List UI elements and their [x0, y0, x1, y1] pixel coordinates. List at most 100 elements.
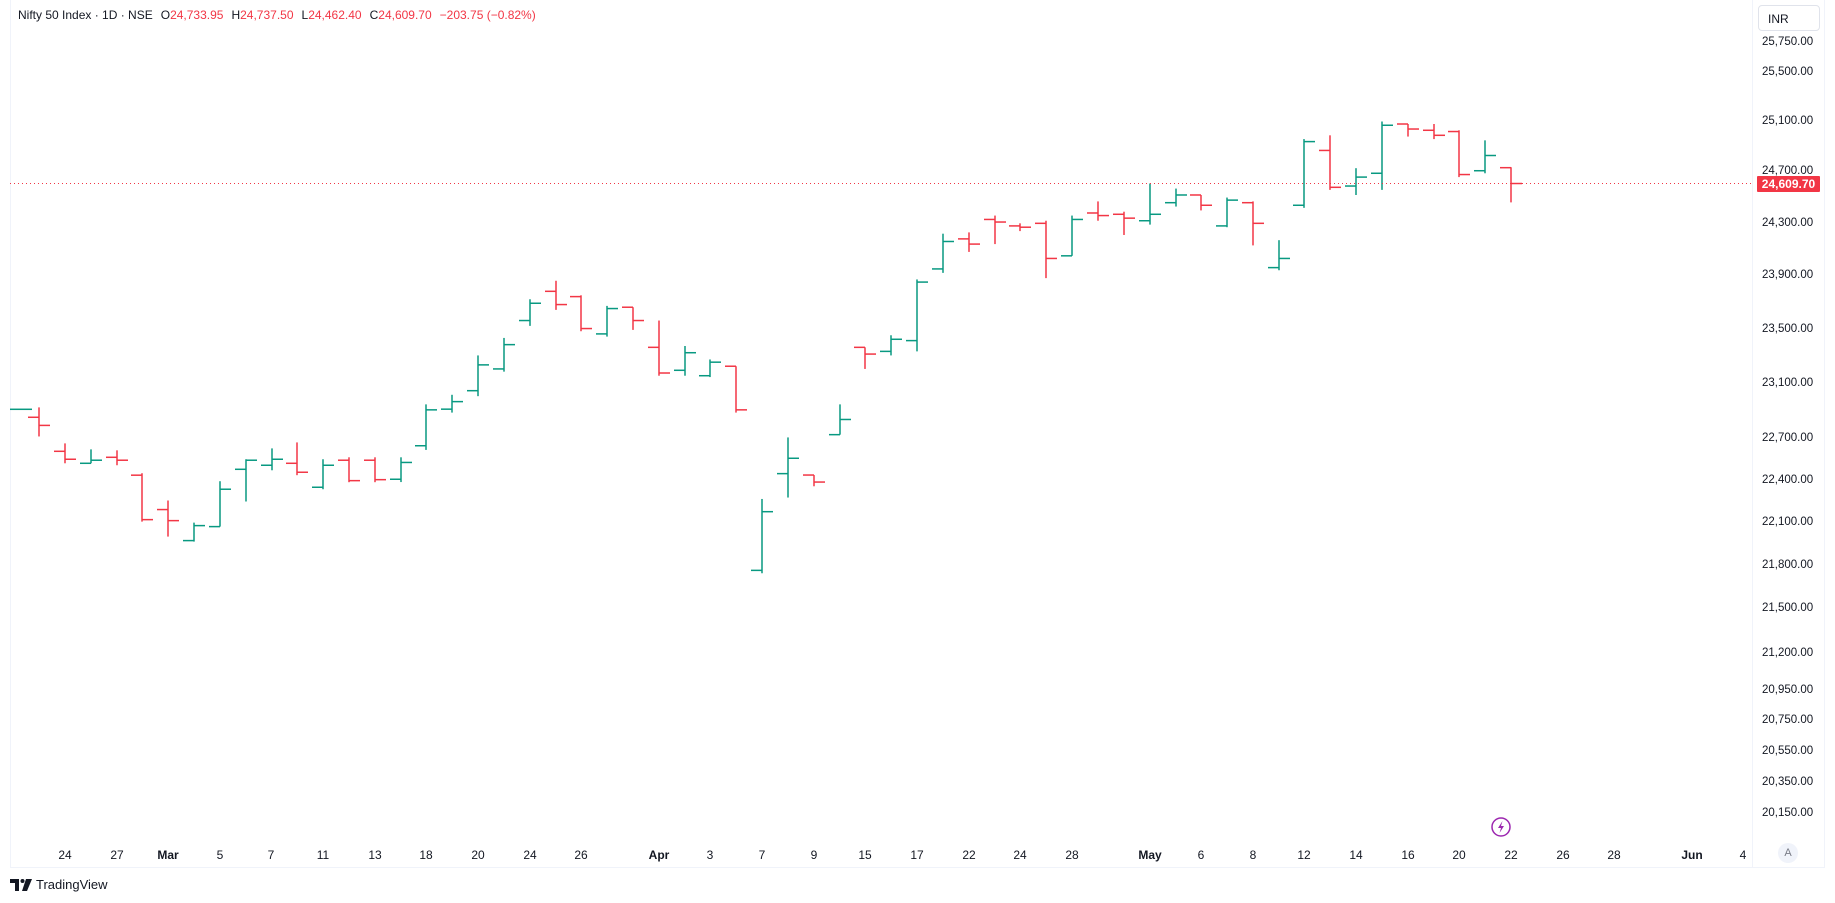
high-value: 24,737.50 — [240, 8, 294, 22]
ohlc-bar — [1474, 140, 1496, 174]
time-tick-label: 20 — [1452, 848, 1466, 862]
time-tick-label: 24 — [1013, 848, 1027, 862]
ohlc-bar — [545, 280, 567, 310]
ohlc-bar — [183, 522, 205, 542]
ohlc-bar — [106, 450, 128, 466]
ohlc-bar — [493, 337, 515, 372]
price-tick-label: 21,800.00 — [1762, 559, 1814, 571]
time-tick-label: 7 — [758, 848, 766, 862]
price-tick-label: 20,150.00 — [1762, 807, 1814, 819]
ohlc-bar — [1423, 124, 1445, 140]
ohlc-bar — [1448, 130, 1470, 178]
price-tick-label: 20,750.00 — [1762, 714, 1814, 726]
ohlc-bar — [441, 394, 463, 413]
ohlc-bar — [1165, 188, 1187, 207]
ohlc-bar — [932, 233, 954, 273]
price-tick-label: 23,100.00 — [1762, 377, 1814, 389]
ohlc-bar — [958, 232, 980, 252]
time-tick-label: 18 — [419, 848, 433, 862]
ohlc-bar — [725, 365, 747, 413]
ohlc-bar — [235, 459, 257, 502]
low-label: L — [301, 8, 309, 22]
ohlc-bar — [28, 407, 50, 437]
ohlc-bar — [1397, 123, 1419, 137]
ohlc-bar — [1242, 201, 1264, 246]
price-tick-label: 21,500.00 — [1762, 602, 1814, 614]
tradingview-logo-icon — [10, 878, 32, 891]
ohlc-bar — [1293, 139, 1315, 208]
ohlc-bar — [674, 345, 696, 376]
price-tick-label: 25,750.00 — [1762, 36, 1814, 48]
low-value: 24,462.40 — [308, 8, 362, 22]
time-tick-label: 26 — [574, 848, 588, 862]
ohlc-bar — [312, 459, 334, 490]
high-label: H — [231, 8, 241, 22]
ohlc-bar — [364, 457, 386, 483]
ohlc-bar — [906, 279, 928, 352]
ohlc-bar — [984, 215, 1006, 245]
time-tick-label: 9 — [810, 848, 818, 862]
time-tick-label: 24 — [523, 848, 537, 862]
ohlc-bar — [467, 355, 489, 397]
ohlc-bar — [1268, 240, 1290, 271]
ohlc-bar — [1500, 166, 1522, 203]
open-value: 24,733.95 — [170, 8, 224, 22]
ohlc-bar — [1345, 168, 1367, 195]
time-tick-label: 27 — [110, 848, 124, 862]
ohlc-bar — [1035, 220, 1057, 279]
currency-button[interactable]: INR — [1758, 5, 1820, 31]
time-tick-label: May — [1138, 848, 1162, 862]
ohlc-bar — [1319, 135, 1341, 190]
ohlc-bar — [648, 320, 670, 376]
time-tick-label: 12 — [1297, 848, 1311, 862]
time-tick-label: 13 — [368, 848, 382, 862]
price-tick-label: 24,700.00 — [1762, 165, 1814, 177]
last-price-label: 24,609.70 — [1757, 175, 1820, 192]
ohlc-bar-chart[interactable] — [10, 0, 1752, 838]
ohlc-bar — [261, 448, 283, 471]
symbol-title[interactable]: Nifty 50 Index · 1D · NSE — [18, 8, 153, 22]
lightning-event-icon[interactable] — [1490, 816, 1512, 838]
time-tick-label: 28 — [1065, 848, 1079, 862]
time-tick-label: 22 — [1504, 848, 1518, 862]
close-value: 24,609.70 — [378, 8, 432, 22]
time-tick-label: Apr — [648, 848, 670, 862]
time-tick-label: 22 — [962, 848, 976, 862]
ohlc-bar — [854, 346, 876, 369]
price-tick-label: 21,200.00 — [1762, 647, 1814, 659]
time-tick-label: 26 — [1556, 848, 1570, 862]
ohlc-bar — [1190, 194, 1212, 211]
time-tick-label: 8 — [1249, 848, 1257, 862]
ohlc-bar — [157, 500, 179, 537]
ohlc-bar — [80, 449, 102, 465]
time-tick-label: 7 — [267, 848, 275, 862]
ohlc-bar — [286, 442, 308, 476]
ohlc-bar — [519, 299, 541, 326]
tradingview-brand[interactable]: TradingView — [36, 877, 108, 892]
ohlc-bar — [751, 498, 773, 574]
ohlc-bar — [338, 457, 360, 483]
time-tick-label: Jun — [1681, 848, 1703, 862]
time-tick-label: 11 — [316, 848, 330, 862]
change-value: −203.75 (−0.82%) — [439, 8, 536, 22]
time-tick-label: Mar — [157, 848, 179, 862]
time-tick-label: 3 — [706, 848, 714, 862]
ohlc-bar — [829, 404, 851, 436]
ohlc-bar — [131, 473, 153, 522]
ohlc-bar — [777, 437, 799, 498]
ohlc-bar — [1139, 183, 1161, 225]
time-tick-label: 20 — [471, 848, 485, 862]
price-tick-label: 22,700.00 — [1762, 432, 1814, 444]
ohlc-bar — [803, 474, 825, 487]
ohlc-bar — [1061, 215, 1083, 257]
auto-scale-button[interactable]: A — [1778, 843, 1798, 863]
ohlc-bar — [699, 359, 721, 378]
time-tick-label: 14 — [1349, 848, 1363, 862]
time-tick-label: 17 — [910, 848, 924, 862]
ohlc-bar — [880, 335, 902, 356]
footer: TradingView — [10, 877, 108, 892]
price-tick-label: 22,400.00 — [1762, 474, 1814, 486]
price-tick-label: 20,350.00 — [1762, 776, 1814, 788]
price-tick-label: 22,100.00 — [1762, 516, 1814, 528]
time-tick-label: 6 — [1197, 848, 1205, 862]
